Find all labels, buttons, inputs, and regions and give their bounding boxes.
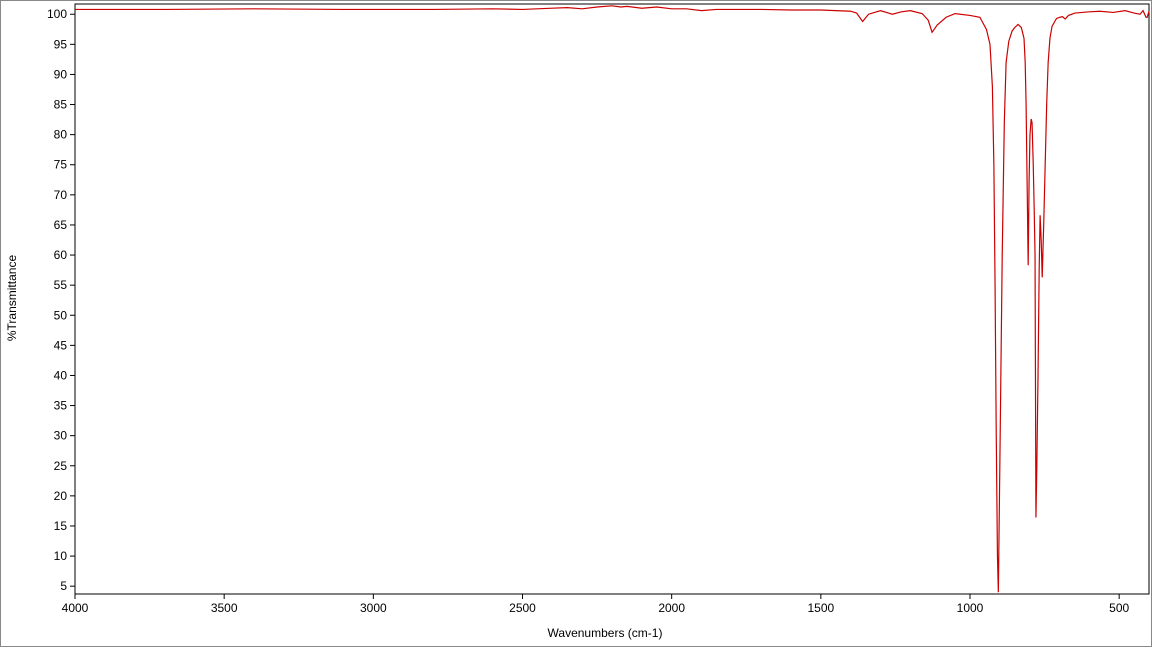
- x-axis-label: Wavenumbers (cm-1): [548, 626, 663, 640]
- y-tick-label: 100: [47, 7, 67, 21]
- y-tick-label: 45: [54, 338, 68, 352]
- x-tick-label: 4000: [62, 601, 89, 615]
- y-axis-label: %Transmittance: [5, 255, 19, 342]
- y-tick-label: 40: [54, 368, 68, 382]
- y-tick-label: 25: [54, 459, 68, 473]
- y-tick-label: 55: [54, 278, 68, 292]
- y-tick-label: 90: [54, 67, 68, 81]
- x-tick-label: 3000: [360, 601, 387, 615]
- y-tick-label: 20: [54, 489, 68, 503]
- y-tick-label: 30: [54, 429, 68, 443]
- y-tick-label: 70: [54, 188, 68, 202]
- x-tick-label: 500: [1109, 601, 1129, 615]
- y-tick-label: 85: [54, 98, 68, 112]
- y-tick-label: 60: [54, 248, 68, 262]
- y-tick-label: 75: [54, 158, 68, 172]
- x-tick-label: 2000: [658, 601, 685, 615]
- y-tick-label: 35: [54, 399, 68, 413]
- y-tick-label: 95: [54, 37, 68, 51]
- x-tick-label: 2500: [509, 601, 536, 615]
- x-tick-label: 1000: [957, 601, 984, 615]
- x-tick-label: 3500: [211, 601, 238, 615]
- y-tick-label: 15: [54, 519, 68, 533]
- plot-area: [74, 3, 1150, 595]
- y-tick-label: 10: [54, 549, 68, 563]
- y-tick-label: 65: [54, 218, 68, 232]
- y-tick-label: 80: [54, 128, 68, 142]
- x-tick-label: 1500: [807, 601, 834, 615]
- spectrum-line: [75, 5, 1150, 593]
- y-tick-label: 5: [60, 579, 67, 593]
- y-tick-label: 50: [54, 308, 68, 322]
